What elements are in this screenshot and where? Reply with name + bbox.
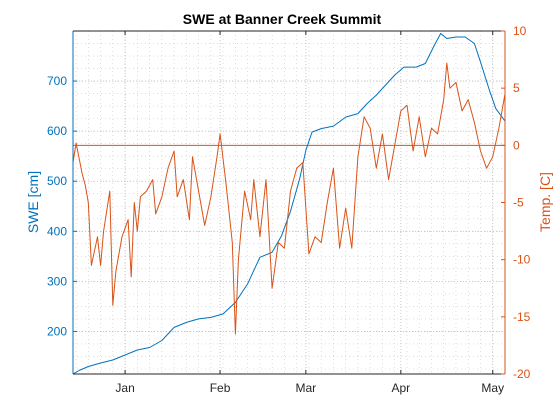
y-right-tick-label: -20	[513, 367, 531, 381]
y-right-tick-label: -10	[513, 253, 531, 267]
y-right-tick-label: 5	[513, 81, 520, 95]
y-right-tick-label: 0	[513, 138, 520, 152]
y-axis-left-label: SWE [cm]	[25, 171, 41, 233]
y-left-tick-label: 500	[47, 174, 67, 188]
y-right-tick-label: -15	[513, 310, 531, 324]
axes: Jan Feb Mar Apr May 200 300 400 500 600 700 -20 -15 -…	[47, 24, 531, 395]
y-left-tick-label: 600	[47, 124, 67, 138]
y-left-tick-label: 400	[47, 224, 67, 238]
y-left-tick-label: 200	[47, 324, 67, 338]
x-tick-label: May	[481, 381, 504, 395]
y-right-tick-label: -5	[513, 196, 524, 210]
swe-series-line	[72, 33, 506, 375]
x-tick-label: Apr	[391, 381, 410, 395]
chart-title: SWE at Banner Creek Summit	[183, 11, 382, 27]
x-tick-label: Feb	[210, 381, 231, 395]
y-left-tick-label: 700	[47, 74, 67, 88]
x-tick-label: Mar	[296, 381, 317, 395]
y-right-tick-label: 10	[513, 24, 527, 38]
y-left-tick-label: 300	[47, 274, 67, 288]
temperature-series-line	[72, 62, 506, 335]
y-axis-right-label: Temp. [C]	[537, 172, 553, 232]
plot-area	[72, 33, 506, 375]
x-tick-label: Jan	[115, 381, 134, 395]
